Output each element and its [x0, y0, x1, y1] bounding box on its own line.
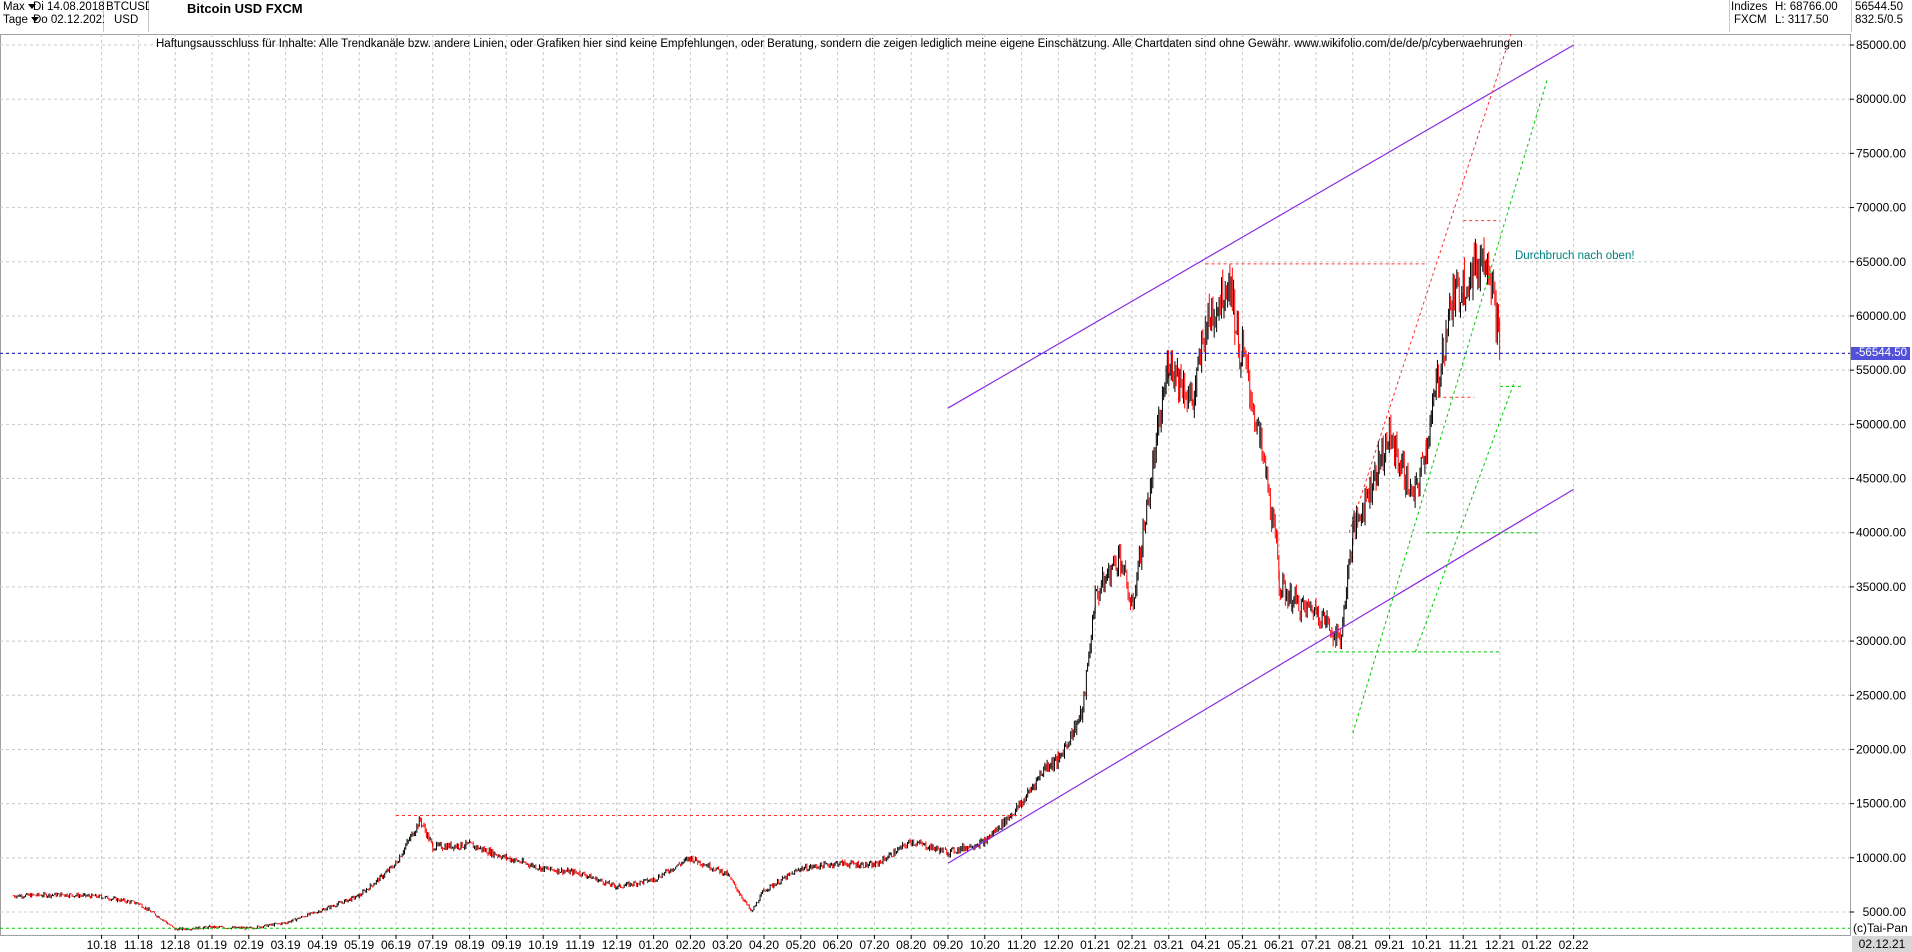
- x-tick-label: 05.19: [344, 938, 374, 952]
- x-tick-label: 09.20: [933, 938, 963, 952]
- candlestick-series: [12, 237, 1501, 931]
- x-tick-label: 07.21: [1301, 938, 1331, 952]
- x-tick-label: 11.18: [124, 938, 153, 952]
- x-tick-label: 09.21: [1375, 938, 1405, 952]
- x-tick-label: 06.20: [823, 938, 853, 952]
- x-tick-label: 01.19: [197, 938, 227, 952]
- last-price: 56544.50: [1855, 1, 1903, 13]
- x-tick-label: 07.20: [859, 938, 889, 952]
- x-tick-label: 10.21: [1411, 938, 1441, 952]
- x-tick-label: 10.19: [528, 938, 558, 952]
- interval-label: Tage: [3, 14, 28, 26]
- chart-grid: [0, 34, 1851, 936]
- x-tick-label: 10.18: [87, 938, 117, 952]
- x-tick-label: 12.19: [602, 938, 632, 952]
- symbol-box: BTCUSD USD: [104, 0, 153, 32]
- currency: USD: [114, 14, 139, 26]
- x-tick-label: 05.21: [1227, 938, 1257, 952]
- y-tick-label: 75000.00: [1856, 146, 1906, 160]
- x-tick-label: 02.22: [1559, 938, 1589, 952]
- range-box: H: 68766.00 L: 3117.50: [1768, 0, 1852, 32]
- x-tick-label: 02.21: [1117, 938, 1147, 952]
- x-tick-label: 01.21: [1080, 938, 1110, 952]
- y-tick-label: 60000.00: [1856, 309, 1906, 323]
- y-tick-label: 5000.00: [1863, 905, 1907, 919]
- y-tick-label: 20000.00: [1856, 742, 1906, 756]
- x-tick-label: 11.19: [565, 938, 594, 952]
- x-tick-label: 04.21: [1191, 938, 1221, 952]
- x-tick-label: 12.21: [1485, 938, 1515, 952]
- x-tick-label: 11.20: [1007, 938, 1036, 952]
- chevron-down-icon: [30, 17, 39, 23]
- x-tick-label: 08.21: [1338, 938, 1368, 952]
- y-tick-label: 35000.00: [1856, 580, 1906, 594]
- chart-title: Bitcoin USD FXCM: [187, 1, 303, 16]
- interval-select[interactable]: Tage: [3, 13, 39, 28]
- x-tick-label: 08.19: [455, 938, 485, 952]
- x-tick-label: 07.19: [418, 938, 448, 952]
- category: Indizes: [1731, 1, 1768, 13]
- plot-frame: [0, 34, 1851, 936]
- change-value: 832.5/0.5: [1855, 14, 1903, 26]
- price-box: 56544.50 832.5/0.5: [1852, 0, 1912, 32]
- x-tick-label: 04.19: [307, 938, 337, 952]
- y-tick-label: 10000.00: [1856, 851, 1906, 865]
- x-tick-label: 03.20: [712, 938, 742, 952]
- support-diagonal-2: [1414, 380, 1516, 653]
- y-tick-label: 15000.00: [1856, 797, 1906, 811]
- channel-upper-line: [947, 44, 1574, 409]
- y-tick-label: 40000.00: [1856, 526, 1906, 540]
- y-tick-label: 25000.00: [1856, 688, 1906, 702]
- y-tick-label: 50000.00: [1856, 417, 1906, 431]
- x-tick-label: 10.20: [970, 938, 1000, 952]
- copyright: (c)Tai-Pan: [1853, 921, 1908, 935]
- x-tick-label: 02.20: [675, 938, 705, 952]
- disclaimer: Haftungsausschluss für Inhalte: Alle Tre…: [156, 38, 1523, 50]
- y-tick-label: 65000.00: [1856, 255, 1906, 269]
- x-tick-label: 08.20: [896, 938, 926, 952]
- support-diagonal-1: [1352, 77, 1549, 734]
- exchange-box: Indizes FXCM: [1729, 0, 1769, 32]
- x-tick-label: 04.20: [749, 938, 779, 952]
- y-tick-label: 85000.00: [1856, 38, 1906, 52]
- x-last-date: 02.12.21: [1852, 936, 1912, 952]
- x-tick-label: 01.22: [1522, 938, 1552, 952]
- x-tick-label: 12.18: [160, 938, 190, 952]
- y-axis: 5000.00 10000.00 15000.00 20000.00 25000.00 3…: [1850, 38, 1906, 919]
- y-tick-label: 70000.00: [1856, 201, 1906, 215]
- period-label: Max: [3, 1, 25, 13]
- y-tick-label: 80000.00: [1856, 92, 1906, 106]
- y-tick-label: 45000.00: [1856, 472, 1906, 486]
- to-date: Do 02.12.2021: [33, 14, 109, 26]
- last-price-marker-value: 56544.50: [1859, 347, 1907, 359]
- period-select[interactable]: Max: [3, 0, 36, 15]
- x-tick-label: 06.21: [1264, 938, 1294, 952]
- last-price-marker: -56544.50: [1851, 347, 1910, 360]
- x-tick-label: 06.19: [381, 938, 411, 952]
- x-tick-label: 05.20: [786, 938, 816, 952]
- chevron-down-icon: [27, 4, 36, 10]
- x-tick-label: 03.19: [271, 938, 301, 952]
- x-tick-label: 11.21: [1449, 938, 1478, 952]
- annotation-breakout: Durchbruch nach oben!: [1515, 250, 1635, 262]
- title-box: Bitcoin USD FXCM: [149, 0, 1729, 32]
- x-tick-label: 09.19: [491, 938, 521, 952]
- low-label: L: 3117.50: [1775, 14, 1829, 26]
- x-tick-label: 02.19: [234, 938, 264, 952]
- x-tick-label: 12.20: [1043, 938, 1073, 952]
- exchange: FXCM: [1734, 14, 1767, 26]
- trend-lines: [0, 34, 1850, 929]
- high-label: H: 68766.00: [1775, 1, 1838, 13]
- symbol: BTCUSD: [106, 1, 154, 13]
- period-box: Max Di 14.08.2018 Tage Do 02.12.2021: [0, 0, 108, 32]
- x-axis: 10.18 11.18 12.18 01.19 02.19 03.19 04.19 05.19…: [87, 935, 1589, 952]
- y-tick-label: 55000.00: [1856, 363, 1906, 377]
- x-tick-label: 03.21: [1154, 938, 1184, 952]
- from-date: Di 14.08.2018: [33, 1, 105, 13]
- y-tick-label: 30000.00: [1856, 634, 1906, 648]
- x-tick-label: 01.20: [639, 938, 669, 952]
- channel-lower-line: [947, 488, 1574, 864]
